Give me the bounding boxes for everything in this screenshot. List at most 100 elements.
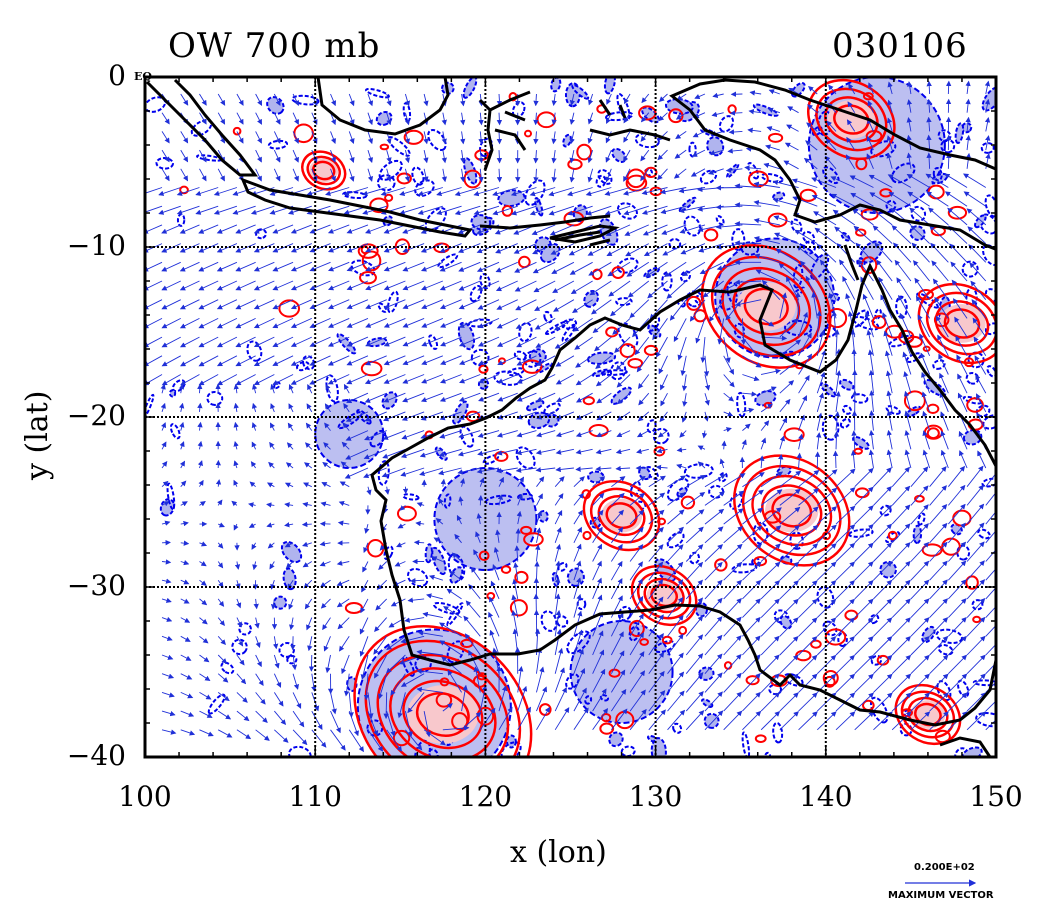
wind-vector [330,93,337,107]
negative-contour-blob [597,169,613,185]
positive-contour-blob [627,357,644,369]
positive-contour [353,624,533,757]
negative-contour-blob [802,230,816,244]
wind-vector [587,131,594,144]
wind-vector [640,149,650,162]
wind-vector [926,80,932,95]
wind-vector [926,134,932,151]
positive-contour-blob [903,390,926,412]
wind-vector [199,112,207,125]
wind-vector [492,187,518,197]
wind-vector [436,187,462,197]
y-tick-label: −30 [66,569,126,602]
negative-contour-blob [608,731,624,748]
negative-contour-blob [954,122,965,144]
positive-contour-blob [582,396,595,406]
positive-contour [721,266,812,347]
positive-contour-blob [656,517,667,526]
wind-vector [791,178,818,188]
wind-vector [533,112,539,126]
wind-vector [747,127,762,134]
positive-contour-blob [476,672,487,681]
negative-contour-blob [610,386,633,405]
negative-contour-blob [763,751,771,757]
wind-vector [236,112,244,125]
wind-vector [806,122,818,132]
negative-contour-blob [760,172,784,184]
wind-vector [404,93,411,107]
x-tick-label: 120 [458,780,513,813]
wind-vector [605,149,612,163]
wind-vector [380,187,406,196]
wind-vector [404,149,411,164]
negative-contour-blob [965,371,980,385]
wind-vector [886,135,893,151]
wind-vector [694,93,706,99]
negative-contour-blob [961,260,979,278]
wind-vector [587,149,594,164]
negative-contour-blob [584,695,593,705]
wind-vector [691,149,706,157]
negative-contour [807,77,946,214]
positive-contour-blob [369,197,389,214]
wind-vector [478,150,484,164]
wind-vector [367,112,374,126]
positive-contour-blob [754,734,767,743]
wind-vector [623,168,631,182]
positive-contour-blob [361,250,382,272]
negative-contour-blob [414,655,432,673]
negative-contour-blob [296,361,310,372]
negative-contour-blob [954,747,969,757]
positive-contour-blob [520,525,533,535]
wind-vector [180,168,189,182]
wind-vector [567,205,593,216]
wind-vector [763,162,780,170]
wind-vector [551,131,557,145]
wind-vector [709,149,724,156]
wind-vector [217,93,226,106]
negative-contour-blob [937,644,954,656]
positive-contour-blob [638,105,657,121]
wind-vector [255,149,262,163]
negative-contour-blob [238,622,252,636]
wind-vector [766,126,780,132]
wind-vector [404,112,411,126]
wind-vector [301,521,312,528]
wind-vector [845,154,856,170]
wind-vector [926,152,932,169]
wind-vector [623,112,631,124]
wind-vector [830,176,855,188]
wind-vector [311,93,318,107]
negative-contour-blob [427,334,439,350]
x-tick-label: 100 [118,780,172,813]
wind-vector [423,150,429,164]
negative-contour-blob [526,399,545,412]
negative-contour-blob [747,162,760,180]
negative-contour-blob [566,630,591,655]
negative-contour-blob [376,174,396,192]
wind-vector [728,129,743,135]
positive-contour-blob [523,532,544,547]
wind-vector [529,187,556,197]
wind-vector [623,131,631,143]
negative-contour-blob [609,361,627,381]
positive-contour-blob [822,669,839,687]
negative-contour-blob [605,111,634,122]
reference-vector-value: 0.200E+02 [914,862,975,873]
positive-contour-blob [396,172,412,185]
negative-contour-blob [424,543,433,564]
wind-vector [675,112,687,120]
wind-vector [273,93,281,107]
positive-contour-blob [639,638,649,646]
negative-contour-blob [676,298,686,308]
wind-vector [887,99,893,113]
wind-vector [510,187,537,197]
wind-vector [569,168,575,183]
wind-vector [965,80,971,95]
negative-contour-blob [267,139,289,150]
positive-contour [376,653,510,757]
negative-contour-blob [427,128,447,151]
wind-vector [886,117,893,132]
wind-vector [529,205,556,216]
negative-contour-blob [650,737,667,757]
